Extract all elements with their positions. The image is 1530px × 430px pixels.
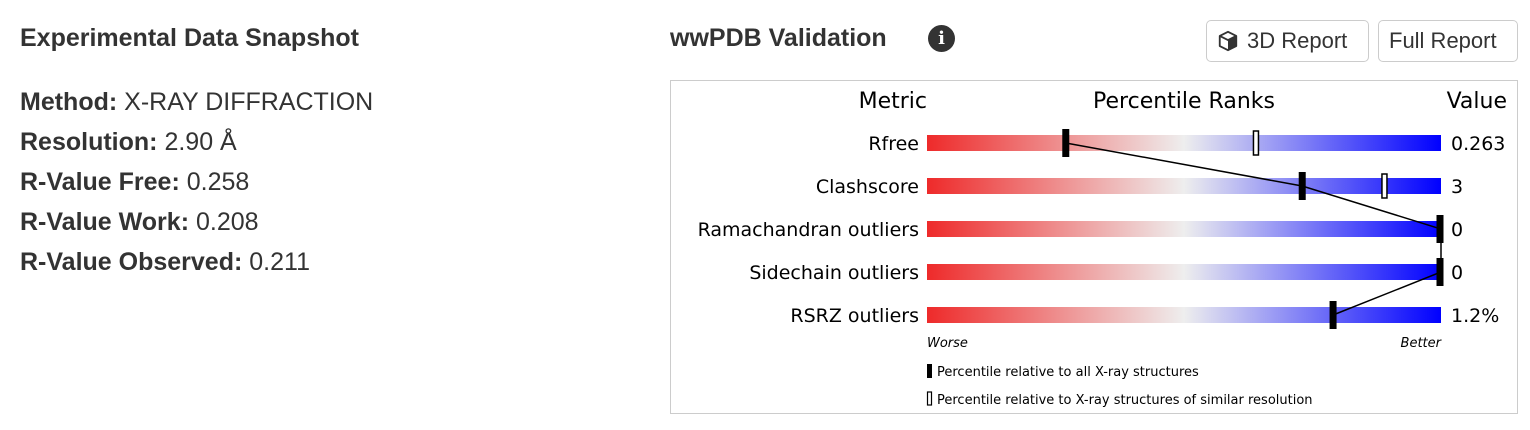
metric-value: 0 — [1451, 219, 1463, 241]
axis-label-worse: Worse — [927, 336, 968, 351]
snapshot-facts-list: Method: X-RAY DIFFRACTION Resolution: 2.… — [20, 82, 373, 282]
snapshot-title: Experimental Data Snapshot — [20, 24, 359, 52]
full-report-button[interactable]: Full Report — [1378, 20, 1518, 62]
fact-r-value-free: R-Value Free: 0.258 — [20, 162, 373, 202]
header-percentile-ranks: Percentile Ranks — [1093, 89, 1275, 114]
all-structures-marker — [1436, 258, 1444, 286]
percentile-bar — [927, 135, 1441, 151]
axis-label-better: Better — [1401, 336, 1443, 351]
metric-label: RSRZ outliers — [790, 305, 919, 327]
fact-label: R-Value Free: — [20, 168, 180, 196]
metric-value: 0 — [1451, 262, 1463, 284]
info-circle-icon[interactable]: i — [928, 25, 955, 52]
legend-solid-marker — [927, 364, 932, 378]
fact-value: 0.208 — [195, 208, 259, 236]
wwpdb-validation-panel: wwPDB Validation i 3D Report Full Report… — [670, 0, 1520, 430]
header-value: Value — [1447, 89, 1507, 114]
validation-slider-svg: Metric Percentile Ranks Value Rfree 0.263 Cla… — [698, 89, 1507, 408]
3d-report-label: 3D Report — [1247, 28, 1348, 53]
fact-r-value-work: R-Value Work: 0.208 — [20, 202, 373, 242]
fact-label: R-Value Observed: — [20, 248, 243, 276]
similar-resolution-marker — [1381, 173, 1388, 199]
fact-method: Method: X-RAY DIFFRACTION — [20, 82, 373, 122]
fact-label: R-Value Work: — [20, 208, 190, 236]
metric-label: Ramachandran outliers — [698, 219, 919, 241]
full-report-label: Full Report — [1389, 28, 1497, 53]
percentile-bar — [927, 178, 1441, 194]
legend-hollow-marker — [926, 391, 933, 406]
metric-label: Clashscore — [816, 176, 919, 198]
all-structures-marker — [1298, 172, 1306, 200]
cube-icon — [1218, 30, 1238, 52]
percentile-bar — [927, 264, 1441, 280]
percentile-bar — [927, 221, 1441, 237]
metric-value: 1.2% — [1451, 305, 1499, 327]
fact-value: 0.258 — [186, 168, 250, 196]
all-structures-marker — [1062, 129, 1070, 157]
legend-all-structures: Percentile relative to all X-ray structu… — [937, 365, 1199, 380]
metric-value: 3 — [1451, 176, 1463, 198]
all-structures-marker — [1436, 215, 1444, 243]
validation-slider-chart[interactable]: Metric Percentile Ranks Value Rfree 0.263 Cla… — [670, 80, 1518, 414]
percentile-bar — [927, 307, 1441, 323]
metric-label: Sidechain outliers — [749, 262, 919, 284]
all-structures-marker — [1329, 301, 1337, 329]
fact-resolution: Resolution: 2.90 Å — [20, 122, 373, 162]
validation-title: wwPDB Validation — [670, 24, 887, 52]
legend-similar-resolution: Percentile relative to X-ray structures … — [937, 393, 1313, 408]
fact-value: X-RAY DIFFRACTION — [124, 88, 374, 116]
fact-value: 0.211 — [249, 248, 310, 276]
fact-label: Method: — [20, 88, 118, 116]
fact-value: 2.90 Å — [164, 128, 237, 156]
header-metric: Metric — [859, 89, 927, 114]
fact-r-value-observed: R-Value Observed: 0.211 — [20, 242, 373, 282]
3d-report-button[interactable]: 3D Report — [1206, 20, 1369, 62]
similar-resolution-marker — [1252, 130, 1260, 156]
fact-label: Resolution: — [20, 128, 158, 156]
metric-label: Rfree — [868, 133, 919, 155]
metric-value: 0.263 — [1451, 133, 1505, 155]
